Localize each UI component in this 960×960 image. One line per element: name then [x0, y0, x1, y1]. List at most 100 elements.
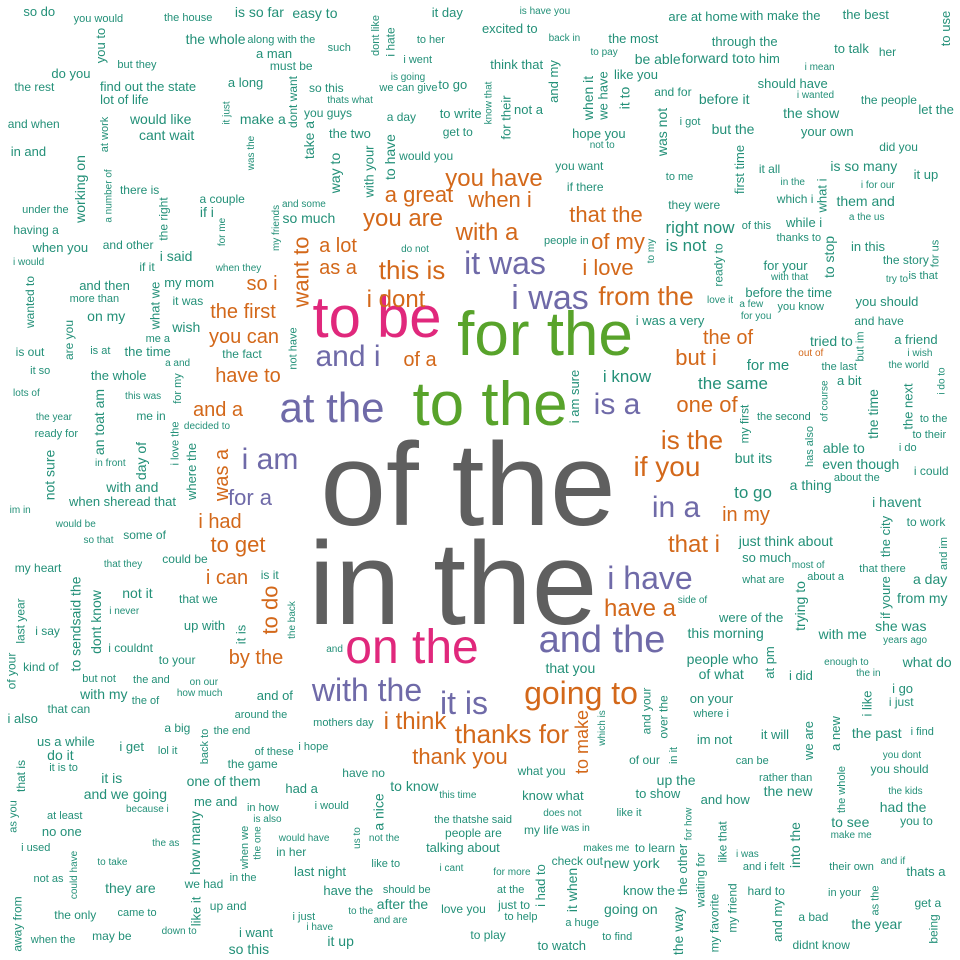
word-what-you: what you [517, 764, 566, 779]
word-was-in: was in [561, 823, 590, 835]
word-the-story: the story [882, 253, 929, 268]
word-i-never: i never [109, 606, 140, 618]
word-one-of: one of [676, 392, 738, 417]
word-is-have-you: is have you [519, 6, 571, 18]
word-i-havent: i havent [872, 494, 922, 511]
word-in-front: in front [95, 457, 126, 469]
word-for-us: for us [929, 239, 942, 268]
word-lots-of: lots of [13, 387, 40, 399]
word-into-the: into the [786, 822, 803, 869]
word-so-this: so this [228, 940, 270, 957]
word-should-have: should have [757, 75, 828, 91]
word-the-world: the world [888, 359, 930, 371]
word-to-be: to be [312, 285, 442, 350]
word-one-of-them: one of them [186, 772, 261, 789]
word-on-the: on the [345, 621, 479, 674]
word-just-to: just to [498, 898, 531, 912]
word-as-a: as a [319, 257, 357, 279]
word-that-i: that i [667, 531, 721, 558]
word-is-out: is out [15, 344, 45, 359]
word-just-think-about: just think about [738, 533, 833, 550]
word-about-the: about the [833, 472, 880, 485]
word-as-the: as the [869, 885, 882, 916]
word-a-and: a and [165, 357, 191, 369]
word-thanks-to: thanks to [776, 231, 822, 244]
word-a-the-us: a the us [848, 212, 885, 224]
word-is-at: is at [90, 345, 111, 358]
word-so-much: so much [742, 550, 792, 566]
word-along-with-the: along with the [247, 34, 316, 47]
word-of-this: of this [741, 219, 772, 232]
word-and-im: and im [938, 536, 951, 570]
word-to-stop: to stop [820, 235, 837, 278]
word-we-have: we have [595, 71, 611, 120]
word-do-it: do it [47, 747, 74, 764]
word-for-my: for my [171, 373, 184, 405]
word-and-the: and the [538, 619, 666, 661]
word-hard-to: hard to [747, 884, 785, 899]
word-i-just: i just [292, 911, 316, 924]
word-is-going: is going [390, 72, 426, 84]
word-what-i: what i [814, 178, 830, 213]
word-i-hope: i hope [298, 740, 329, 753]
word-for-a: for a [227, 485, 273, 510]
word-i-had: i had [198, 511, 242, 533]
word-they-were: they were [668, 197, 721, 212]
word-and-of: and of [256, 687, 293, 703]
word-have-no: have no [342, 766, 385, 781]
word-like-you: like you [613, 66, 659, 82]
word-to-their: to their [912, 428, 947, 441]
word-this-time: this time [439, 790, 477, 802]
word-away-from: away from [10, 896, 25, 952]
word-to-the: to the [919, 413, 948, 426]
word-an-toat-am: an toat am [91, 388, 108, 456]
word-the-next: the next [900, 382, 916, 430]
word-the-two: the two [329, 126, 371, 142]
word-at-pm: at pm [761, 646, 777, 679]
word-we-can-give: we can give [379, 82, 438, 95]
word-know-what: know what [522, 788, 584, 804]
word-you-have: you have [445, 165, 543, 192]
word-with-a: with a [455, 219, 519, 246]
word-wanted-to: wanted to [23, 275, 38, 328]
word-to-go: to go [734, 482, 772, 502]
word-so-i: so i [246, 273, 278, 295]
word-that-the: that the [569, 202, 643, 227]
word-for-their: for their [498, 95, 514, 140]
word-when-sheread-that: when sheread that [68, 493, 176, 509]
word-for-more: for more [493, 867, 531, 879]
word-at-least: at least [47, 810, 83, 823]
word-with-your: with your [361, 145, 377, 198]
word-a-big: a big [164, 721, 191, 736]
word-us-to: us to [352, 827, 364, 850]
word-them-and: them and [836, 193, 895, 210]
word-check-out: check out [551, 853, 603, 868]
word-im-in: im in [9, 504, 31, 516]
word-me-in: me in [136, 408, 166, 423]
word-and-we-going: and we going [83, 785, 167, 802]
word-the-most: the most [608, 30, 659, 46]
word-makes-me: makes me [583, 843, 630, 855]
word-could-be: could be [162, 552, 208, 567]
word-from-the: from the [598, 281, 694, 311]
word-most-of: most of [791, 559, 825, 571]
word-and-when: and when [7, 116, 60, 131]
word-is-a: is a [593, 388, 641, 421]
word-a-few: a few [739, 298, 764, 310]
word-in-and: in and [10, 144, 47, 160]
word-if-you: if you [633, 451, 701, 482]
word-a-day: a day [912, 571, 948, 588]
word-to-learn: to learn [635, 840, 676, 855]
word-ready-for: ready for [34, 428, 79, 441]
word-did-you: did you [879, 140, 918, 155]
word-thank-you: thank you [412, 744, 508, 769]
word-when-we: when we [238, 826, 251, 870]
word-to-play: to play [470, 927, 506, 942]
word-are-at-home: are at home [668, 9, 738, 25]
word-i-can: i can [205, 567, 249, 589]
word-i-do-to: i do to [936, 366, 948, 395]
word-if-youre: if youre [878, 576, 894, 619]
word-of-our: of our [629, 752, 660, 767]
word-to-make: to make [571, 709, 592, 775]
word-people-are: people are [445, 825, 502, 840]
